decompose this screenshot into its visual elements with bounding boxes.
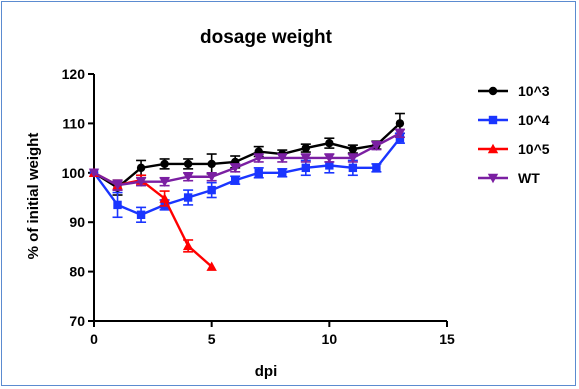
- data-point: [372, 163, 381, 173]
- data-point: [207, 185, 216, 195]
- data-point: [253, 153, 264, 164]
- data-point: [160, 159, 169, 169]
- x-tick-label: 5: [208, 331, 216, 347]
- y-tick-label: 80: [69, 264, 85, 280]
- legend-label: 10^5: [518, 141, 550, 157]
- data-point: [182, 172, 194, 182]
- legend-marker: [487, 143, 499, 154]
- chart-svg: dosage weight dpi % of initial weight 70…: [25, 27, 550, 380]
- data-point: [277, 153, 288, 164]
- legend-label: WT: [518, 170, 540, 186]
- legend-marker: [488, 115, 498, 125]
- data-point: [371, 141, 382, 151]
- x-tick-label: 10: [322, 331, 338, 347]
- data-point: [394, 129, 406, 139]
- y-tick-label: 90: [69, 214, 85, 230]
- series-2: [88, 167, 217, 271]
- data-point: [324, 153, 335, 164]
- data-point: [301, 163, 310, 173]
- legend-item-0: 10^3: [478, 83, 550, 99]
- x-axis-label: dpi: [255, 363, 278, 380]
- data-point: [300, 153, 311, 164]
- y-tick-label: 110: [62, 115, 85, 131]
- x-tick-label: 0: [90, 331, 98, 347]
- data-point: [183, 193, 193, 202]
- plot-area: [88, 112, 406, 271]
- data-point: [254, 168, 263, 177]
- legend-marker: [488, 86, 498, 96]
- data-point: [112, 180, 123, 191]
- legend-item-1: 10^4: [478, 112, 550, 128]
- series-line: [93, 171, 213, 268]
- legend-marker: [487, 173, 499, 184]
- x-tick-label: 15: [439, 331, 455, 347]
- data-point: [135, 177, 147, 187]
- data-point: [206, 261, 217, 271]
- data-point: [206, 172, 217, 182]
- data-point: [136, 163, 146, 173]
- data-point: [231, 176, 240, 185]
- chart-title: dosage weight: [200, 27, 333, 48]
- legend-item-3: WT: [478, 170, 540, 186]
- data-point: [113, 200, 122, 210]
- y-axis-label: % of initial weight: [25, 133, 42, 260]
- series-line: [93, 132, 401, 187]
- data-point: [88, 168, 100, 178]
- data-point: [301, 143, 310, 153]
- data-point: [159, 177, 170, 187]
- legend-label: 10^4: [518, 112, 550, 128]
- legend-item-2: 10^5: [478, 141, 550, 157]
- data-point: [183, 159, 193, 169]
- data-point: [159, 193, 170, 203]
- data-point: [395, 119, 405, 128]
- data-point: [347, 153, 359, 164]
- data-point: [348, 144, 358, 154]
- data-point: [136, 210, 146, 219]
- data-point: [207, 159, 216, 169]
- y-tick-label: 120: [62, 66, 86, 82]
- y-tick-label: 70: [69, 313, 85, 329]
- data-point: [182, 240, 194, 251]
- legend-label: 10^3: [518, 83, 550, 99]
- series-3: [88, 128, 406, 191]
- data-point: [348, 163, 358, 173]
- data-point: [278, 168, 287, 177]
- data-point: [325, 138, 334, 148]
- legend: 10^3 10^4 10^5 WT: [478, 83, 550, 186]
- data-point: [230, 163, 241, 174]
- y-tick-label: 100: [62, 165, 86, 181]
- data-point: [325, 161, 334, 170]
- axes: 70 80 90 100 110 120 0 5 10 15: [62, 66, 455, 347]
